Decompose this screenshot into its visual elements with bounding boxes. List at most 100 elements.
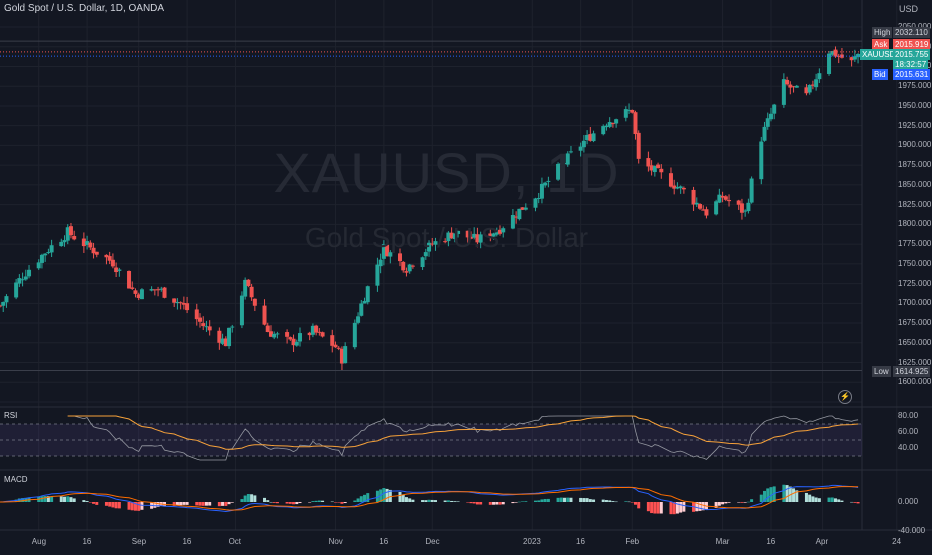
price-tick-label: 1625.000 [898,357,932,367]
macd-histogram-bar [343,502,347,504]
candle-body [365,286,370,303]
macd-histogram-bar [50,496,54,502]
macd-histogram-bar [630,502,634,503]
rsi-line [67,415,859,461]
candle-body [288,337,293,340]
macd-histogram-bar [466,502,470,503]
time-tick-label: 16 [766,537,776,546]
candle-body [223,338,228,347]
macd-histogram-bar [524,501,528,502]
last-price-tag: 2015.755 [893,49,931,60]
candle-body [694,202,699,205]
macd-histogram-bar [592,499,596,502]
price-tick-label: 1950.000 [898,100,932,110]
macd-histogram-bar [830,497,834,502]
macd-label[interactable]: MACD [4,475,28,484]
macd-histogram-bar [746,501,750,503]
macd-histogram-bar [130,502,134,511]
macd-histogram-bar [401,494,405,502]
candle-body [652,166,657,173]
candle-body [336,347,341,349]
macd-histogram-bar [763,490,767,502]
macd-histogram-bar [743,502,747,503]
candle-body [356,316,361,323]
macd-histogram-bar [340,502,344,504]
macd-histogram-bar [695,502,699,512]
candle-body [565,153,570,165]
candle-body [307,332,312,336]
macd-histogram-bar [701,502,705,511]
macd-histogram-bar [356,498,360,502]
candle-body [833,49,838,57]
clock-icon[interactable]: ⚡ [838,390,852,404]
macd-histogram-bar [240,499,244,502]
macd-histogram-bar [330,501,334,503]
time-tick-label: Nov [328,537,343,546]
candle-body [265,325,270,332]
candle-body [691,189,696,205]
macd-histogram-bar [540,499,544,502]
macd-histogram-bar [714,502,718,508]
candle-body [591,133,596,142]
candle-body [175,301,180,304]
candle-body [0,305,2,307]
macd-histogram-bar [585,498,589,502]
macd-histogram-bar [337,502,341,503]
candle-body [456,230,461,234]
candle-body [36,262,41,269]
candle-body [217,330,222,343]
candle-body [17,278,22,284]
macd-histogram-bar [208,502,212,506]
candle-body [746,202,751,212]
macd-histogram-bar [221,502,225,506]
candle-body [759,141,764,180]
candle-body [849,57,854,61]
candle-body [88,242,93,248]
macd-histogram-bar [569,497,573,502]
candle-body [649,165,654,171]
macd-histogram-bar [766,488,770,502]
candle-body [310,325,315,335]
candle-body [339,348,344,364]
macd-histogram-bar [769,487,773,502]
macd-histogram-bar [117,502,121,509]
macd-histogram-bar [579,497,583,502]
macd-histogram-bar [698,502,702,511]
candle-body [668,173,673,187]
candle-body [607,122,612,127]
macd-histogram-bar [59,496,63,502]
candle-body [114,267,119,273]
macd-histogram-bar [669,502,673,515]
candle-body [317,331,322,333]
macd-histogram-bar [224,502,228,506]
candle-body [404,271,409,273]
macd-histogram-bar [398,491,402,502]
candle-body [152,289,157,291]
rsi-tick-label: 80.00 [898,411,919,420]
candle-body [523,207,528,210]
macd-histogram-bar [311,501,315,502]
macd-histogram-bar [740,502,744,503]
macd-histogram-bar [88,502,92,503]
macd-histogram-bar [385,488,389,502]
candle-body [39,254,44,263]
chart-title[interactable]: Gold Spot / U.S. Dollar, 1D, OANDA [4,3,165,14]
candle-body [714,201,719,215]
candle-body [72,236,77,240]
macd-histogram-bar [195,502,199,506]
macd-histogram-bar [724,502,728,504]
candle-body [681,187,686,190]
macd-histogram-bar [772,486,776,502]
candle-body [768,113,773,120]
macd-histogram-bar [266,500,270,502]
macd-histogram-bar [114,502,118,509]
candle-body [472,233,477,238]
candle-body [449,232,454,239]
macd-histogram-bar [308,502,312,503]
rsi-label[interactable]: RSI [4,411,18,420]
macd-histogram-bar [721,502,725,505]
macd-histogram-bar [288,502,292,504]
candle-body [162,287,167,298]
